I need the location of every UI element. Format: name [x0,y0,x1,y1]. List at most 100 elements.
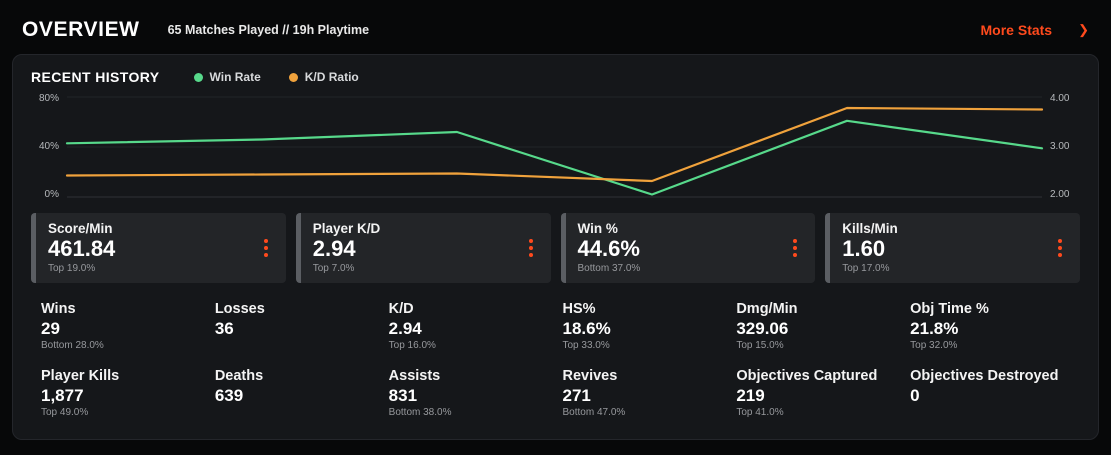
legend-item-kd-ratio[interactable]: K/D Ratio [288,70,359,84]
chart-legend: Win Rate K/D Ratio [193,70,359,84]
stat-card-player-kd: Player K/D 2.94 Top 7.0% [295,213,551,283]
stat-value: 2.94 [388,319,422,338]
stat-cell-hs-pct: HS% 18.6% Top 33.0% [562,301,722,351]
stat-value: 271 [562,386,591,405]
left-axis: 80% 40% 0% [31,93,67,200]
stat-label: HS% [562,301,596,317]
stat-label: Losses [214,301,265,317]
stat-cell-obj-time: Obj Time % 21.8% Top 32.0% [910,301,1070,351]
stat-cell-deaths: Deaths 639 [215,368,375,418]
stat-value: 639 [214,386,244,405]
stat-card-value: 2.94 [312,236,356,261]
stat-label: K/D [388,301,414,317]
card-accent-bar [825,213,831,283]
chart-svg [65,96,1044,198]
stat-cell-losses: Losses 36 [215,301,375,351]
stat-label: Objectives Destroyed [910,368,1059,384]
stat-label: Assists [388,368,441,384]
stat-cell-objectives-destroyed: Objectives Destroyed 0 [910,368,1070,418]
kebab-menu-icon[interactable] [525,235,537,261]
recent-history-chart: 80% 40% 0% 4.00 3.00 2.00 [31,93,1080,200]
right-axis: 4.00 3.00 2.00 [1042,93,1080,200]
stat-percentile [910,407,1070,418]
stat-label: Revives [562,368,618,384]
stat-cell-wins: Wins 29 Bottom 28.0% [41,301,201,351]
legend-label-win-rate: Win Rate [209,70,261,84]
stat-percentile [215,407,375,418]
stat-percentile: Top 41.0% [736,407,784,418]
stat-card-percentile: Top 17.0% [842,263,890,274]
stat-cell-player-kills: Player Kills 1,877 Top 49.0% [41,368,201,418]
stat-percentile: Bottom 47.0% [562,407,626,418]
card-accent-bar [560,213,566,283]
stat-value: 329.06 [736,319,789,338]
stat-label: Obj Time % [910,301,989,317]
stat-percentile: Top 15.0% [736,340,784,351]
more-stats-link[interactable]: More Stats [980,22,1053,38]
left-axis-tick: 40% [38,141,59,152]
stat-percentile: Top 33.0% [562,340,610,351]
stat-card-value: 461.84 [48,236,116,261]
stat-card-kills-min: Kills/Min 1.60 Top 17.0% [825,213,1080,283]
kebab-menu-icon[interactable] [789,235,801,261]
kd-ratio-dot-icon [288,72,298,82]
stat-percentile: Bottom 38.0% [388,407,452,418]
recent-history-title: RECENT HISTORY [31,69,160,85]
stat-value: 1,877 [41,386,84,405]
right-axis-tick: 3.00 [1050,141,1070,152]
stat-cell-kd: K/D 2.94 Top 16.0% [389,301,549,351]
right-axis-tick: 2.00 [1050,189,1070,200]
stat-percentile: Top 49.0% [41,407,89,418]
stat-cell-dmg-min: Dmg/Min 329.06 Top 15.0% [736,301,896,351]
stat-value: 36 [214,319,234,338]
card-accent-bar [295,213,301,283]
stat-label: Player Kills [41,368,120,384]
win-rate-dot-icon [193,72,203,82]
chevron-right-icon[interactable]: ❯ [1078,22,1089,37]
legend-label-kd-ratio: K/D Ratio [304,70,359,84]
stat-cell-revives: Revives 271 Bottom 47.0% [562,368,722,418]
stat-card-percentile: Top 19.0% [48,263,96,274]
stat-cards-row: Score/Min 461.84 Top 19.0% Player K/D 2.… [31,213,1080,283]
stat-percentile: Top 32.0% [910,340,958,351]
stat-card-score-min: Score/Min 461.84 Top 19.0% [31,213,286,283]
stat-card-label: Score/Min [48,221,113,236]
stat-card-value: 44.6% [577,236,640,261]
stat-value: 29 [41,319,60,338]
left-axis-tick: 80% [38,93,59,104]
page-title: OVERVIEW [22,18,140,41]
stat-cell-assists: Assists 831 Bottom 38.0% [389,368,549,418]
stat-value: 18.6% [562,319,611,338]
chart-plot-area [65,96,1044,198]
stat-label: Dmg/Min [736,301,798,317]
stat-card-win-pct: Win % 44.6% Bottom 37.0% [560,213,816,283]
stat-card-label: Player K/D [312,221,381,236]
right-axis-tick: 4.00 [1050,93,1070,104]
stat-cell-objectives-captured: Objectives Captured 219 Top 41.0% [736,368,896,418]
stat-percentile: Bottom 28.0% [41,340,104,351]
stat-card-value: 1.60 [842,236,886,261]
stat-percentile: Top 16.0% [388,340,436,351]
card-accent-bar [31,213,36,283]
legend-item-win-rate[interactable]: Win Rate [193,70,261,84]
stats-grid: Wins 29 Bottom 28.0% Losses 36 K/D 2.94 … [31,301,1080,428]
recent-history-header: RECENT HISTORY Win Rate K/D Ratio [31,69,1080,85]
kebab-menu-icon[interactable] [1054,235,1066,261]
kebab-menu-icon[interactable] [260,235,272,261]
stat-card-percentile: Top 7.0% [312,263,355,274]
stat-value: 219 [736,386,765,405]
stat-label: Deaths [214,368,264,384]
stat-card-percentile: Bottom 37.0% [577,263,641,274]
stat-value: 21.8% [910,319,959,338]
overview-panel: RECENT HISTORY Win Rate K/D Ratio 80% 40… [12,54,1099,440]
stat-label: Objectives Captured [736,368,878,384]
stat-card-label: Win % [577,221,618,236]
left-axis-tick: 0% [44,189,59,200]
stat-card-label: Kills/Min [842,221,898,236]
stat-value: 831 [388,386,418,405]
stat-value: 0 [910,386,920,405]
stat-label: Wins [41,301,76,317]
top-header: OVERVIEW 65 Matches Played // 19h Playti… [0,0,1111,54]
header-subtitle: 65 Matches Played // 19h Playtime [167,23,370,37]
stat-percentile [215,340,375,351]
